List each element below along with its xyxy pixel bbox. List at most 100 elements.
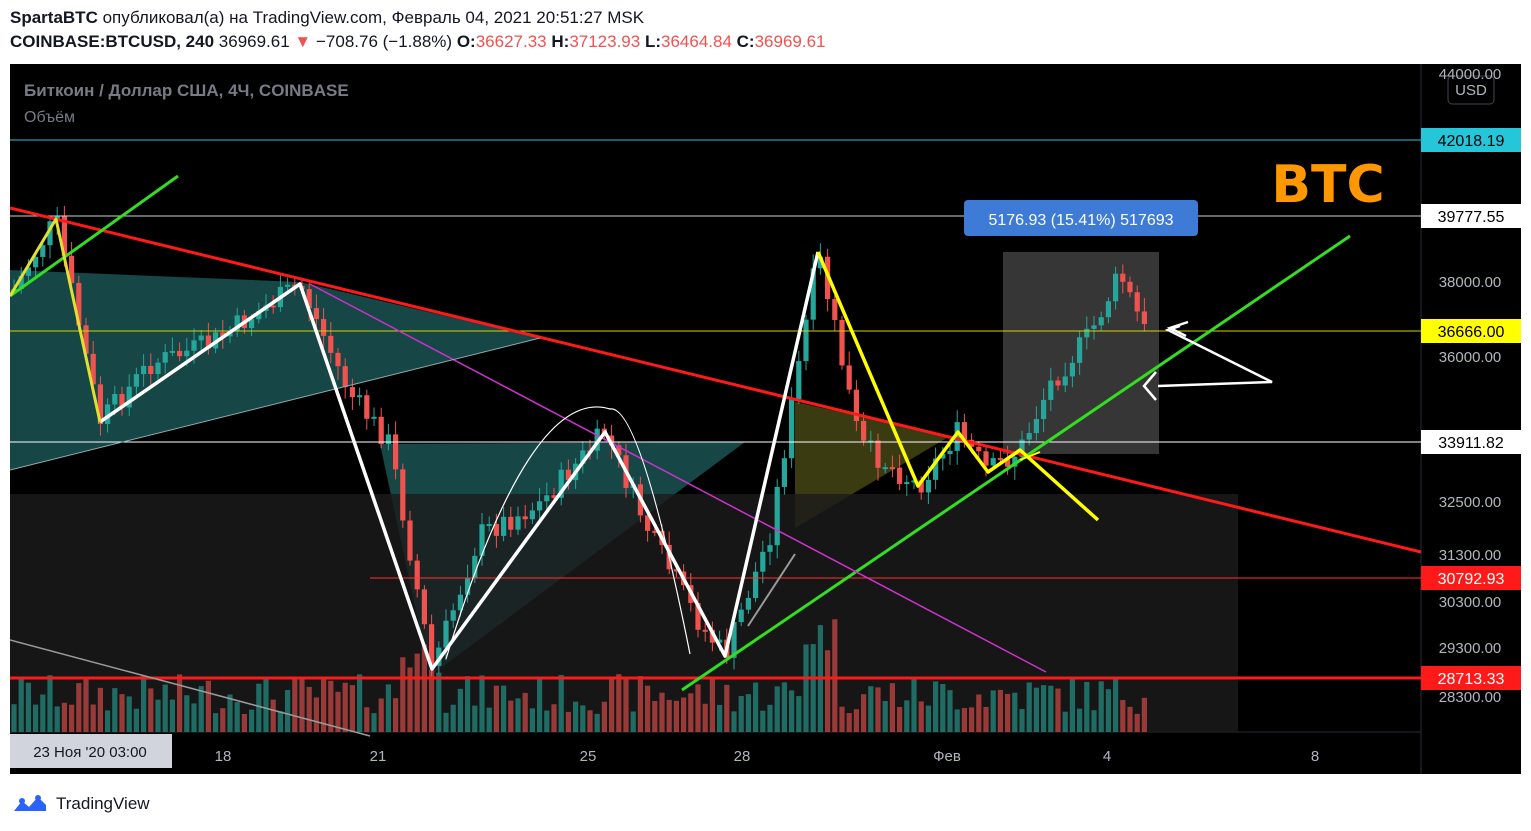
volume-bar [249, 709, 255, 732]
volume-bar [695, 684, 701, 732]
volume-bar [1069, 677, 1075, 732]
candle-body [493, 524, 499, 536]
candle-body [184, 350, 190, 357]
volume-bar [731, 711, 737, 732]
crosshair-time-box [10, 734, 172, 768]
gray-line[interactable] [10, 639, 371, 737]
volume-bar [400, 657, 406, 732]
volume-bar [11, 704, 17, 732]
price-badge[interactable] [1421, 566, 1521, 590]
currency-button[interactable] [1447, 75, 1495, 105]
price-badge[interactable] [1421, 430, 1521, 454]
candle-body [911, 480, 917, 483]
price-tick-label: 44000.00 [1439, 66, 1502, 83]
green-uptrend-line[interactable] [681, 234, 1351, 692]
volume-bar [126, 696, 132, 732]
candle-body [357, 395, 363, 398]
candle-body [1026, 433, 1032, 440]
price-badge[interactable] [1421, 319, 1521, 343]
candle-body [990, 458, 996, 466]
volume-bar [349, 685, 355, 732]
candle-body [270, 305, 276, 308]
volume-bar [882, 700, 888, 732]
legend-volume[interactable]: Объём [24, 109, 75, 126]
volume-bar [436, 672, 442, 732]
volume-bar [76, 683, 82, 732]
volume-bar [868, 686, 874, 732]
candle-body [141, 365, 147, 375]
price-axis[interactable] [1421, 64, 1521, 774]
low-label: L: [644, 32, 661, 51]
arrow-head-upper-icon [1166, 320, 1189, 338]
candle-body [1077, 337, 1083, 363]
volume-bar [292, 677, 298, 732]
white-arrow-outline[interactable] [1157, 324, 1273, 388]
candle-body [861, 420, 867, 441]
tradingview-cloud-icon[interactable] [10, 793, 48, 815]
price-badge[interactable] [1421, 666, 1521, 690]
candle-body [882, 467, 888, 470]
legend-title[interactable]: Биткоин / Доллар США, 4Ч, COINBASE [24, 81, 349, 100]
candle-body [738, 609, 744, 623]
chart-area[interactable]: Биткоин / Доллар США, 4Ч, COINBASE Объём… [10, 64, 1521, 774]
candle-body [342, 366, 348, 388]
green-short-line[interactable] [10, 174, 179, 298]
cup-arc[interactable] [445, 406, 691, 660]
time-axis-ticks: 23 Ноя '20 03:00 18 21 25 28 Фев 4 8 [10, 734, 1319, 768]
price-badge[interactable] [1421, 204, 1521, 228]
candle-body [328, 335, 334, 353]
candle-body [789, 399, 795, 459]
author-name[interactable]: SpartaBTC [10, 8, 98, 27]
ticker-text[interactable]: BTC [1271, 155, 1384, 215]
candle-body [256, 310, 262, 320]
candle-body [443, 620, 449, 648]
candle-body [148, 365, 154, 374]
volume-bar [529, 708, 535, 732]
candle-body [393, 434, 399, 470]
volume-bar [256, 683, 262, 732]
candle-body [1105, 301, 1111, 318]
volume-bar [673, 700, 679, 732]
volume-bar [637, 676, 643, 732]
price-badge[interactable] [1421, 128, 1521, 152]
yellow-zigzag-left[interactable] [10, 217, 102, 423]
price-badge-label: 42018.19 [1438, 133, 1505, 150]
volume-bar [724, 684, 730, 732]
measure-label-box[interactable] [964, 200, 1198, 236]
price-tick-label: 32500.00 [1439, 494, 1502, 511]
symbol-name[interactable]: COINBASE:BTCUSD, 240 [10, 32, 215, 51]
candle-body [558, 469, 564, 498]
candle-body [695, 602, 701, 630]
volume-bar [90, 704, 96, 732]
white-zigzag[interactable] [99, 251, 820, 671]
red-downtrend-line[interactable] [10, 206, 1422, 554]
footer-brand[interactable]: TradingView [56, 794, 150, 813]
volume-bar [976, 694, 982, 732]
volume-bar [537, 677, 543, 732]
volume-bar [364, 707, 370, 732]
volume-bar [925, 705, 931, 732]
volume-bar [947, 690, 953, 732]
candle-body [1062, 376, 1068, 386]
candle-body [436, 647, 442, 666]
candle-body [1120, 273, 1126, 282]
candle-body [378, 416, 384, 445]
yellow-zigzag-right[interactable] [816, 251, 1100, 522]
volume-bar [148, 688, 154, 732]
gray-short-line[interactable] [747, 553, 796, 627]
time-tick-label: 28 [734, 748, 751, 765]
candle-body [69, 255, 75, 284]
volume-bar [479, 675, 485, 732]
yellow-marker [1019, 451, 1041, 461]
purple-line[interactable] [309, 283, 1047, 673]
price-chart[interactable]: Биткоин / Доллар США, 4Ч, COINBASE Объём… [10, 64, 1521, 774]
candle-body [846, 365, 852, 390]
volume-bar [508, 700, 514, 732]
candle-body [1055, 380, 1061, 386]
volume-bar [1041, 685, 1047, 732]
candle-body [25, 267, 31, 276]
high-value: 37123.93 [569, 32, 641, 51]
volume-bar [1091, 710, 1097, 732]
candle-body [961, 422, 967, 440]
volume-bar [486, 707, 492, 732]
